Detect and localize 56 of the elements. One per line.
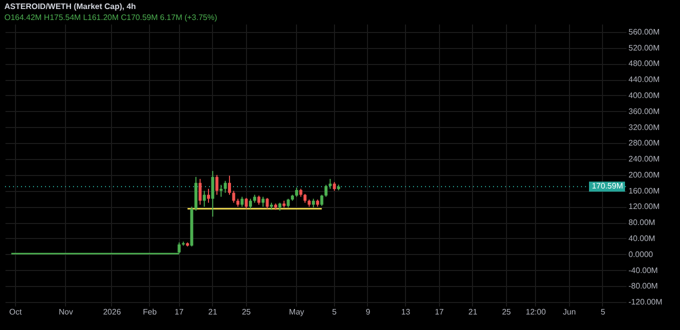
candlestick xyxy=(295,187,298,198)
x-tick-label: May xyxy=(289,308,304,316)
x-tick-label: 17 xyxy=(174,308,184,316)
ref-line-label: 170.59M xyxy=(592,182,624,191)
y-tick-label: 200.00M xyxy=(628,170,660,180)
candlestick xyxy=(328,178,332,190)
y-tick-label: -120.00M xyxy=(628,298,663,307)
candlestick xyxy=(257,195,260,206)
y-tick-label: 360.00M xyxy=(628,106,660,116)
x-tick-label: 5 xyxy=(332,308,338,316)
candlestick xyxy=(320,194,324,206)
x-tick-label: 12:00 xyxy=(526,308,546,316)
x-tick-label: 21 xyxy=(468,308,478,316)
chart-title: ASTEROID/WETH (Market Cap), 4h xyxy=(4,2,136,11)
candlestick xyxy=(248,198,252,210)
y-tick-label: 560.00M xyxy=(628,27,660,36)
y-tick-label: 80.00M xyxy=(628,218,656,228)
y-tick-label: 40.00M xyxy=(628,234,656,243)
x-tick-label: 13 xyxy=(401,308,411,316)
candlestick xyxy=(211,170,214,218)
x-tick-label: 2026 xyxy=(103,308,122,316)
x-tick-label: 9 xyxy=(366,308,371,316)
y-tick-label: 520.00M xyxy=(628,43,660,52)
y-tick-label: 240.00M xyxy=(628,154,660,164)
x-tick-label: Nov xyxy=(58,308,73,316)
candlestick xyxy=(266,197,269,210)
x-tick-label: Feb xyxy=(142,308,158,316)
x-tick-label: Oct xyxy=(9,308,22,316)
x-tick-label: 21 xyxy=(208,308,218,316)
candlestick xyxy=(228,175,231,196)
text: O164.42M H175.54M L161.20M C170.59M 6.17M (+3.75%) xyxy=(4,13,218,22)
x-tick-label: Jun xyxy=(562,308,576,316)
y-tick-label: -40.00M xyxy=(628,266,658,275)
candlestick xyxy=(240,196,244,208)
y-tick-label: 280.00M xyxy=(628,138,660,148)
candlestick xyxy=(220,184,223,198)
candlestick xyxy=(324,184,328,198)
y-tick-label: 120.00M xyxy=(628,202,660,212)
candlestick xyxy=(207,188,210,204)
y-tick-label: 480.00M xyxy=(628,59,660,68)
x-tick-label: 25 xyxy=(502,308,512,316)
candlestick xyxy=(202,190,206,208)
x-tick-label: 17 xyxy=(434,308,444,316)
y-tick-label: 320.00M xyxy=(628,122,660,132)
y-tick-label: 0.0000 xyxy=(628,250,654,259)
y-tick-label: 160.00M xyxy=(628,186,660,196)
y-tick-label: 440.00M xyxy=(628,75,660,84)
candlestick xyxy=(244,197,248,210)
candlestick xyxy=(232,190,236,204)
candlestick xyxy=(224,180,227,194)
x-tick-label: 5 xyxy=(600,308,606,316)
x-tick-label: 25 xyxy=(242,308,252,316)
candlestick xyxy=(215,174,218,196)
y-tick-label: 400.00M xyxy=(628,90,660,100)
y-tick-label: -80.00M xyxy=(628,282,658,291)
candlestick xyxy=(198,178,202,206)
